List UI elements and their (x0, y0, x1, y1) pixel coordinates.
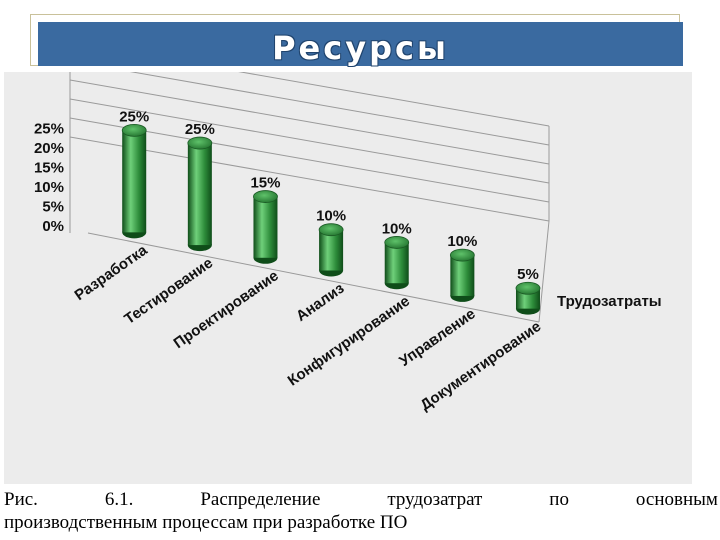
y-tick-label: 20% (34, 140, 64, 157)
caption-line-2: производственным процессам при разработк… (4, 512, 408, 533)
floor-right-edge (538, 220, 550, 323)
gridline-back (69, 117, 550, 203)
bar (318, 223, 344, 277)
floor-front-edge (87, 232, 540, 323)
y-tick-label: 10% (34, 179, 64, 196)
chart-area: 0% 5% 10% 15% 20% 25% 25% Разработка 25% Тестиров… (4, 72, 692, 484)
figure-caption: Рис. 6.1. Распределение трудозатрат по основн… (4, 488, 718, 534)
x-category-label: Анализ (293, 280, 347, 325)
bar (187, 136, 213, 252)
gridline-back (69, 136, 550, 222)
bar (253, 190, 278, 264)
caption-word: Распределение (200, 489, 321, 510)
x-category-label: Разработка (72, 241, 152, 304)
caption-word: Рис. (4, 489, 38, 510)
data-label: 5% (517, 266, 539, 283)
y-tick-label: 15% (34, 160, 64, 177)
data-label: 10% (382, 220, 412, 237)
y-tick-label: 0% (42, 218, 64, 235)
data-label: 15% (250, 175, 280, 192)
legend-label: Трудозатраты (557, 293, 662, 310)
caption-word: 6.1. (104, 489, 134, 510)
gridline-back (69, 98, 550, 184)
y-tick-label: 5% (42, 199, 64, 216)
chart-svg: 0%5%10%15%20%25%25%Разработка25%Тестиров… (34, 72, 662, 414)
title-bar (38, 22, 683, 66)
data-label: 10% (316, 208, 346, 225)
caption-line-1: Рис. 6.1. Распределение трудозатрат по основн… (4, 488, 718, 511)
gridline-back (238, 72, 550, 127)
bars-layer (121, 123, 541, 315)
bar (121, 123, 147, 239)
y-tick-label: 25% (34, 121, 64, 138)
x-category-label: Управление (396, 305, 478, 370)
caption-word: трудозатрат (387, 489, 483, 510)
data-label: 25% (119, 108, 149, 125)
gridline-back (69, 79, 550, 165)
caption-word: по (549, 489, 569, 510)
bar (515, 281, 541, 315)
bar (449, 248, 475, 302)
bar (384, 236, 410, 290)
grid-layer (69, 72, 550, 323)
gridline-back (129, 72, 550, 146)
caption-word: основным (635, 489, 718, 510)
data-label: 25% (185, 121, 215, 138)
slide-title: Ресурсы (272, 29, 449, 67)
data-label: 10% (447, 233, 477, 250)
